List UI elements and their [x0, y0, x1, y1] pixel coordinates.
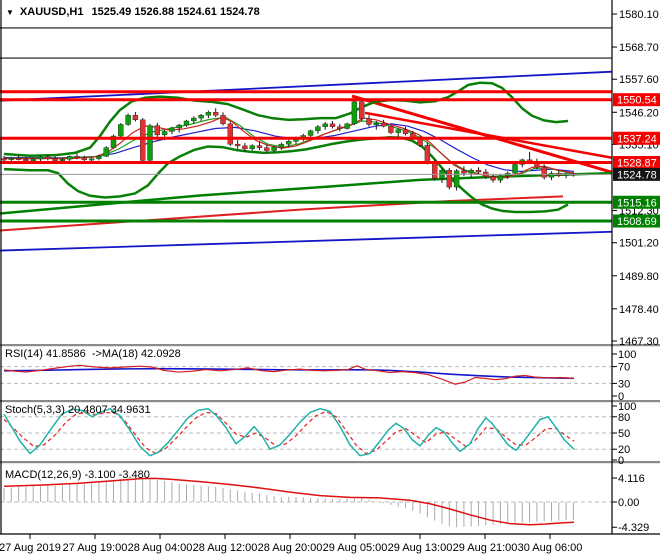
svg-text:28 Aug 12:00: 28 Aug 12:00 [193, 542, 258, 554]
stoch-indicator-label: Stoch(5,3,3) 20.4807 34.9631 [5, 404, 151, 416]
svg-text:1508.69: 1508.69 [617, 216, 657, 228]
trendline-ascending-green [0, 171, 613, 215]
macd-pane [0, 477, 612, 528]
svg-text:50: 50 [618, 428, 630, 440]
time-axis: 27 Aug 2019 27 Aug 19:00 28 Aug 04:00 28 Au… [0, 534, 582, 554]
svg-text:28 Aug 04:00: 28 Aug 04:00 [128, 542, 193, 554]
svg-text:1550.54: 1550.54 [617, 95, 657, 107]
svg-text:1557.60: 1557.60 [619, 74, 659, 86]
svg-text:28 Aug 20:00: 28 Aug 20:00 [258, 542, 323, 554]
svg-text:1528.87: 1528.87 [617, 158, 657, 170]
price-levels [0, 90, 612, 223]
svg-text:0: 0 [618, 391, 624, 403]
svg-text:30 Aug 06:00: 30 Aug 06:00 [518, 542, 583, 554]
svg-text:20: 20 [618, 444, 630, 456]
svg-text:29 Aug 13:00: 29 Aug 13:00 [388, 542, 453, 554]
svg-text:1478.40: 1478.40 [619, 304, 659, 316]
svg-text:70: 70 [618, 362, 630, 374]
svg-text:1580.10: 1580.10 [619, 9, 659, 21]
svg-text:1524.78: 1524.78 [617, 169, 657, 181]
svg-text:30: 30 [618, 378, 630, 390]
svg-text:1568.70: 1568.70 [619, 42, 659, 54]
svg-text:29 Aug 21:00: 29 Aug 21:00 [453, 542, 518, 554]
macd-indicator-label: MACD(12,26,9) -3.100 -3.480 [5, 469, 150, 481]
svg-text:1537.24: 1537.24 [617, 133, 657, 145]
stochastic-pane [0, 407, 612, 457]
svg-text:1467.30: 1467.30 [619, 336, 659, 348]
svg-text:29 Aug 05:00: 29 Aug 05:00 [323, 542, 388, 554]
svg-text:1501.20: 1501.20 [619, 238, 659, 250]
svg-text:80: 80 [618, 412, 630, 424]
svg-text:1515.16: 1515.16 [617, 197, 657, 209]
svg-text:27 Aug 19:00: 27 Aug 19:00 [63, 542, 128, 554]
trendline-upper-blue-channel [0, 70, 613, 102]
chart-title: ▼ XAUUSD,H1 1525.49 1526.88 1524.61 1524… [6, 4, 260, 20]
svg-text:0.00: 0.00 [618, 497, 639, 509]
svg-text:1489.80: 1489.80 [619, 271, 659, 283]
symbol-timeframe-label: XAUUSD,H1 [19, 6, 84, 18]
svg-text:-4.329: -4.329 [618, 522, 649, 534]
svg-text:27 Aug 2019: 27 Aug 2019 [0, 542, 61, 554]
symbol-dropdown-icon[interactable]: ▼ [6, 7, 14, 17]
svg-text:1546.20: 1546.20 [619, 107, 659, 119]
trendline-lower-blue-channel [0, 230, 613, 252]
rsi-pane [0, 364, 612, 385]
svg-text:100: 100 [618, 401, 636, 413]
svg-text:100: 100 [618, 349, 636, 361]
main-pane [0, 27, 612, 59]
price-axis: 1580.101568.701557.601546.201535.101512.… [612, 9, 659, 348]
svg-text:0: 0 [618, 455, 624, 467]
ohlc-values: 1525.49 1526.88 1524.61 1524.78 [91, 6, 260, 18]
trendline-descending-red-inner [364, 111, 613, 160]
rsi-indicator-label: RSI(14) 41.8586 ->MA(18) 42.0928 [5, 348, 181, 360]
svg-text:4.116: 4.116 [618, 473, 645, 485]
